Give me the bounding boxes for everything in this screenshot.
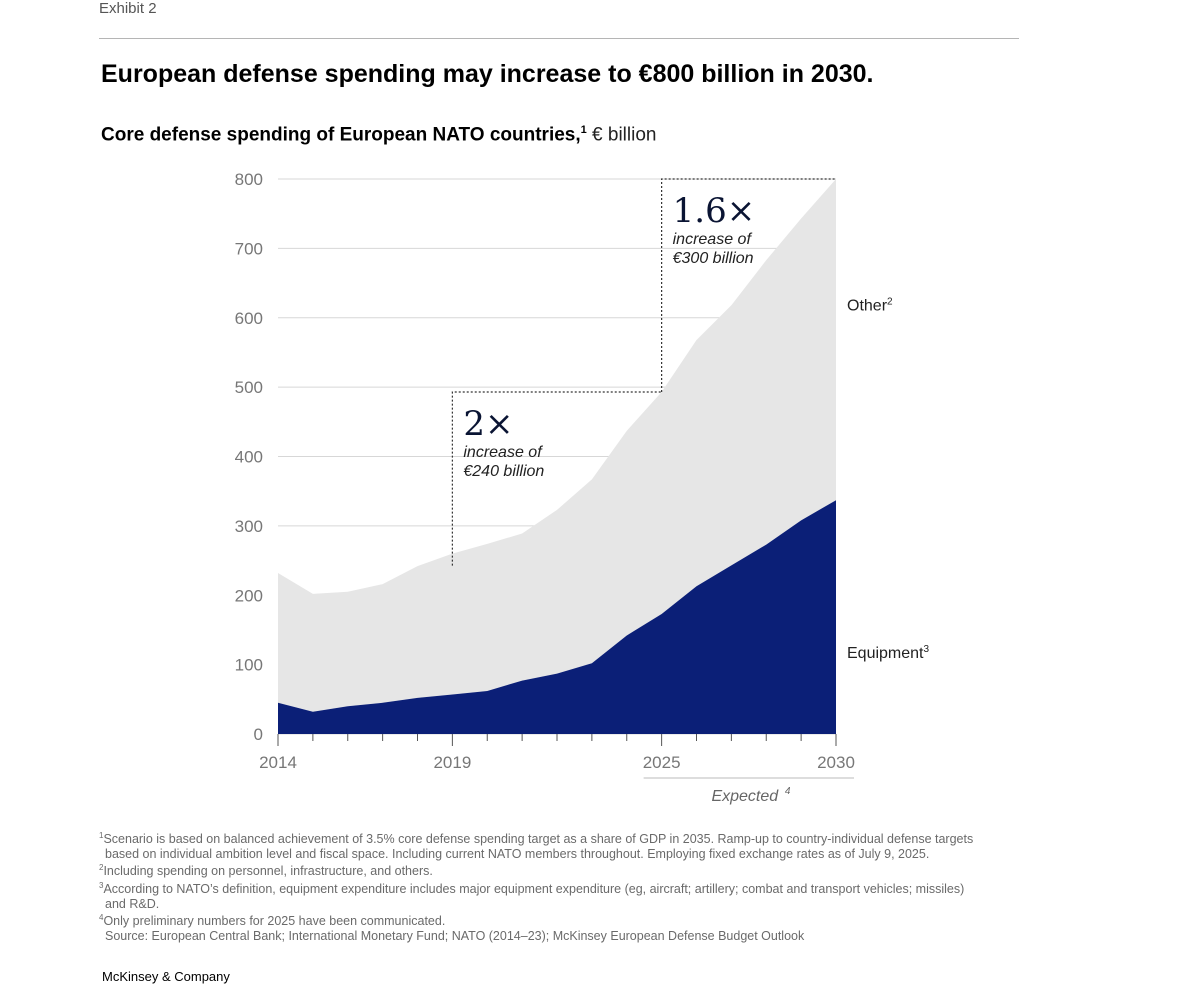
y-tick-label-800: 800 bbox=[235, 170, 263, 189]
footnote-3: 3According to NATO’s definition, equipme… bbox=[99, 879, 1029, 897]
expected-label: Expected bbox=[711, 788, 779, 805]
annotation-line1-1: increase of bbox=[463, 444, 543, 461]
chart-title: European defense spending may increase t… bbox=[101, 60, 874, 88]
annotation-box-1 bbox=[451, 391, 662, 566]
footnote-2-text: Including spending on personnel, infrast… bbox=[103, 864, 433, 879]
axis-ticks bbox=[277, 734, 854, 779]
annotation-line2-2: €300 billion bbox=[673, 250, 754, 267]
y-tick-label-0: 0 bbox=[254, 725, 263, 744]
y-tick-label-300: 300 bbox=[235, 517, 263, 536]
exhibit-label: Exhibit 2 bbox=[99, 0, 157, 17]
footnote-4: 4Only preliminary numbers for 2025 have … bbox=[99, 911, 1029, 929]
footnote-3-text: According to NATO’s definition, equipmen… bbox=[103, 882, 965, 897]
footnote-2: 2Including spending on personnel, infras… bbox=[99, 861, 1029, 879]
annotation-multiplier-1: 2× bbox=[463, 404, 513, 444]
stacked-areas bbox=[278, 179, 836, 734]
y-tick-label-600: 600 bbox=[235, 309, 263, 328]
expected-label-ref: 4 bbox=[785, 786, 791, 797]
annotation-line2-1: €240 billion bbox=[463, 463, 544, 480]
series-label-equipment: Equipment3 bbox=[847, 644, 930, 662]
footnote-4-ref: 4 bbox=[99, 913, 104, 923]
brand-name: McKinsey & Company bbox=[102, 969, 230, 984]
x-tick-label-2030: 2030 bbox=[817, 753, 855, 772]
series-label-equipment-ref: 3 bbox=[924, 644, 930, 655]
footnote-3-cont: and R&D. bbox=[105, 896, 160, 911]
footnote-1-text: Scenario is based on balanced achievemen… bbox=[103, 832, 974, 847]
area-other bbox=[278, 179, 836, 712]
series-label-other-ref: 2 bbox=[887, 296, 893, 307]
annotation-line1-2: increase of bbox=[673, 231, 753, 248]
subtitle-footnote-ref: 1 bbox=[580, 124, 587, 136]
subtitle-text: Core defense spending of European NATO c… bbox=[101, 124, 581, 146]
footnote-4-text: Only preliminary numbers for 2025 have b… bbox=[103, 914, 446, 929]
area-equipment bbox=[278, 500, 836, 734]
y-tick-label-500: 500 bbox=[235, 378, 263, 397]
y-tick-label-400: 400 bbox=[235, 448, 263, 467]
axis-labels: 0 100 200 300 400 500 600 700 800 2014 2019 2025 203… bbox=[235, 170, 930, 805]
subtitle-unit: € billion bbox=[586, 124, 657, 146]
footnotes: 1Scenario is based on balanced achieveme… bbox=[99, 829, 1029, 944]
y-tick-label-700: 700 bbox=[235, 239, 263, 258]
footnote-2-ref: 2 bbox=[99, 863, 104, 873]
footnote-3-ref: 3 bbox=[99, 881, 104, 891]
x-tick-label-2025: 2025 bbox=[643, 753, 681, 772]
x-tick-label-2014: 2014 bbox=[259, 753, 297, 772]
chart-subtitle: Core defense spending of European NATO c… bbox=[101, 124, 656, 146]
series-label-other: Other2 bbox=[847, 296, 893, 314]
footnote-1-cont: based on individual ambition level and f… bbox=[105, 846, 930, 861]
y-tick-label-200: 200 bbox=[235, 586, 263, 605]
source-note: Source: European Central Bank; Internati… bbox=[105, 929, 805, 944]
footnote-1: 1Scenario is based on balanced achieveme… bbox=[99, 829, 1029, 847]
annotation-multiplier-2: 1.6× bbox=[673, 191, 756, 231]
header-divider bbox=[99, 38, 1019, 39]
footnote-1-ref: 1 bbox=[99, 831, 104, 840]
x-tick-label-2019: 2019 bbox=[433, 753, 471, 772]
y-tick-label-100: 100 bbox=[235, 656, 263, 675]
annotation-box-2 bbox=[661, 178, 836, 392]
